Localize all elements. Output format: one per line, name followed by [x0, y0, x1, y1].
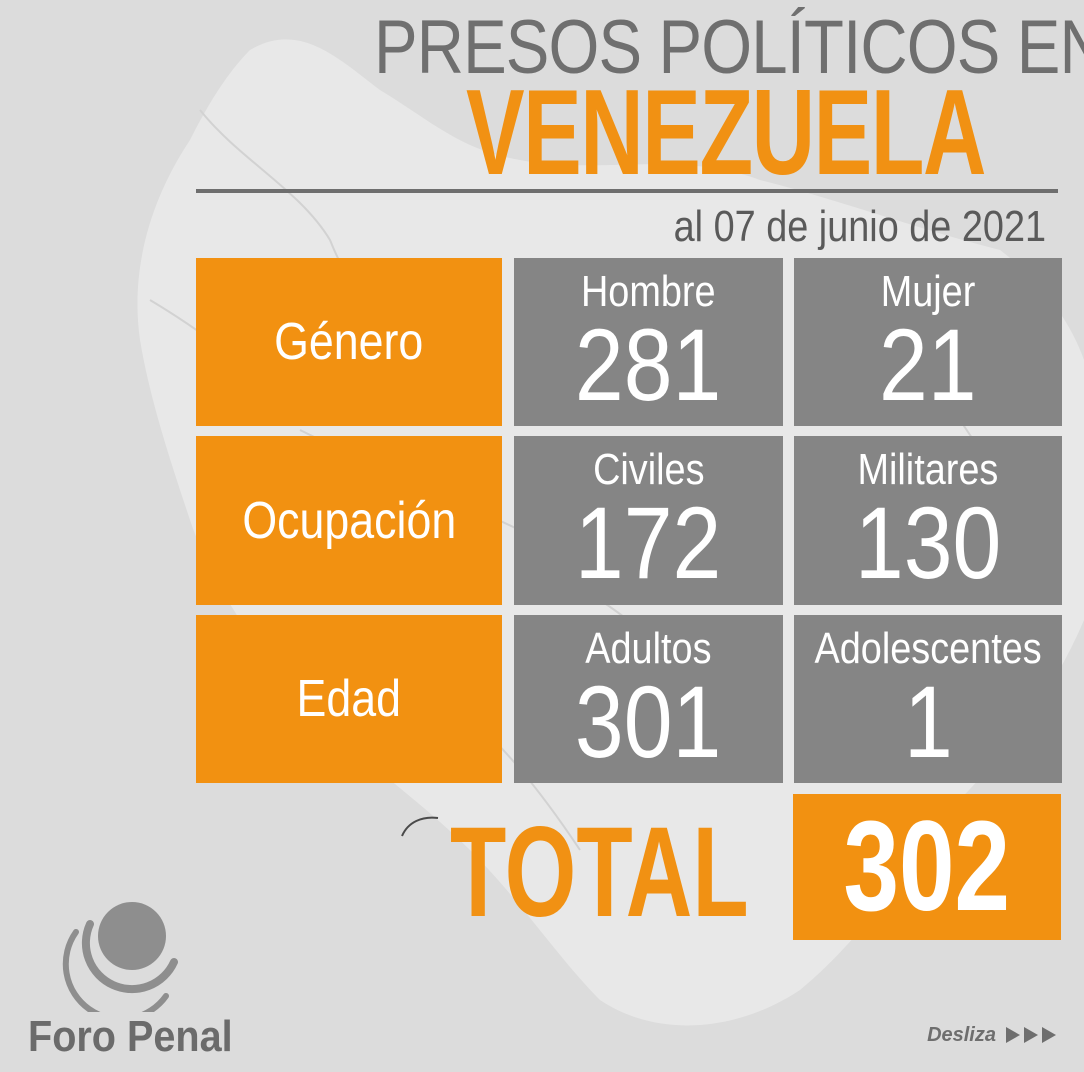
stat-label: Adultos	[585, 624, 712, 673]
stat-value: 172	[575, 486, 722, 600]
stat-hombre: Hombre 281	[514, 258, 783, 426]
stat-label: Hombre	[581, 267, 716, 316]
stat-value: 281	[575, 308, 722, 422]
swipe-hint[interactable]: Desliza	[927, 1022, 1056, 1048]
category-label: Género	[274, 313, 424, 371]
brand-name: Foro Penal	[28, 1012, 233, 1061]
foro-penal-logo-icon	[62, 902, 178, 1012]
category-label: Ocupación	[242, 491, 456, 550]
total-value-box: 302	[793, 794, 1061, 940]
category-ocupacion: Ocupación	[196, 436, 502, 605]
stat-adultos: Adultos 301	[514, 615, 783, 783]
title-divider	[196, 189, 1058, 193]
title-line-2: VENEZUELA	[466, 64, 986, 200]
swipe-label: Desliza	[927, 1023, 996, 1046]
total-label: TOTAL	[450, 801, 749, 944]
stat-value: 21	[879, 308, 977, 422]
triple-arrow-right-icon	[1002, 1027, 1056, 1043]
stat-label: Mujer	[880, 267, 976, 316]
stat-value: 1	[903, 665, 953, 779]
stat-value: 130	[854, 486, 1002, 600]
stat-label: Civiles	[592, 445, 705, 494]
category-edad: Edad	[196, 615, 502, 783]
title-line-1: PRESOS POLÍTICOS EN	[374, 5, 1084, 90]
report-date: al 07 de junio de 2021	[673, 202, 1046, 251]
stat-mujer: Mujer 21	[794, 258, 1062, 426]
stat-adolescentes: Adolescentes 1	[794, 615, 1062, 783]
stat-civiles: Civiles 172	[514, 436, 783, 605]
stat-value: 301	[575, 665, 722, 779]
stat-label: Militares	[857, 445, 999, 494]
category-genero: Género	[196, 258, 502, 426]
map-detail-mark	[401, 816, 439, 837]
total-value: 302	[843, 795, 1011, 938]
stat-label: Adolescentes	[814, 624, 1042, 673]
stat-militares: Militares 130	[794, 436, 1062, 605]
category-label: Edad	[296, 670, 402, 728]
